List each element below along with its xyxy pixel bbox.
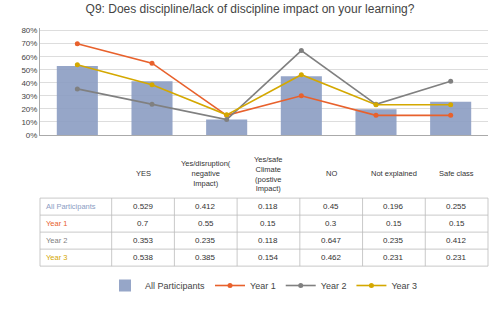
- svg-text:0.235: 0.235: [195, 236, 216, 245]
- svg-text:Yes/disruption(negativeImpact): Yes/disruption(negativeImpact): [181, 159, 231, 188]
- svg-text:0.15: 0.15: [449, 219, 465, 228]
- svg-text:0.118: 0.118: [258, 236, 278, 245]
- svg-text:30%: 30%: [21, 92, 37, 101]
- svg-text:0.154: 0.154: [258, 253, 279, 262]
- svg-text:0.45: 0.45: [323, 202, 339, 211]
- svg-text:0.55: 0.55: [198, 219, 214, 228]
- svg-text:0.647: 0.647: [321, 236, 342, 245]
- svg-text:Year 3: Year 3: [46, 253, 67, 262]
- svg-text:0.412: 0.412: [195, 202, 216, 211]
- svg-text:0.353: 0.353: [133, 236, 154, 245]
- svg-text:60%: 60%: [21, 52, 37, 61]
- svg-text:Year 2: Year 2: [46, 236, 67, 245]
- svg-text:70%: 70%: [21, 39, 37, 48]
- svg-text:Year 1: Year 1: [250, 281, 276, 291]
- svg-text:0.3: 0.3: [325, 219, 337, 228]
- svg-text:All Participants: All Participants: [145, 281, 205, 291]
- svg-text:50%: 50%: [21, 66, 37, 75]
- svg-text:0.255: 0.255: [446, 202, 467, 211]
- svg-text:0.231: 0.231: [383, 253, 404, 262]
- svg-text:10%: 10%: [21, 118, 37, 127]
- svg-text:80%: 80%: [21, 26, 37, 35]
- svg-text:YES: YES: [136, 169, 151, 178]
- svg-text:0.529: 0.529: [133, 202, 154, 211]
- svg-text:0.15: 0.15: [386, 219, 402, 228]
- svg-text:Safe class: Safe class: [439, 169, 474, 178]
- svg-text:0.15: 0.15: [260, 219, 276, 228]
- svg-text:0%: 0%: [26, 131, 38, 140]
- svg-text:40%: 40%: [21, 79, 37, 88]
- svg-text:0.196: 0.196: [383, 202, 404, 211]
- svg-text:All Participants: All Participants: [46, 202, 96, 211]
- svg-text:0.235: 0.235: [383, 236, 404, 245]
- svg-text:0.462: 0.462: [321, 253, 342, 262]
- svg-text:0.231: 0.231: [446, 253, 467, 262]
- svg-text:0.385: 0.385: [195, 253, 216, 262]
- svg-text:NO: NO: [326, 169, 337, 178]
- svg-text:Year 2: Year 2: [321, 281, 347, 291]
- svg-text:0.7: 0.7: [137, 219, 149, 228]
- svg-text:20%: 20%: [21, 105, 37, 114]
- svg-text:Yes/safeClimate(postiveImpact): Yes/safeClimate(postiveImpact): [254, 155, 283, 193]
- svg-text:Year 3: Year 3: [391, 281, 417, 291]
- svg-text:0.412: 0.412: [446, 236, 467, 245]
- svg-text:Not explained: Not explained: [371, 169, 417, 178]
- svg-text:0.118: 0.118: [258, 202, 278, 211]
- svg-text:Q9: Does discipline/lack of di: Q9: Does discipline/lack of discipline i…: [86, 2, 415, 16]
- svg-text:Year 1: Year 1: [46, 219, 67, 228]
- svg-text:0.538: 0.538: [133, 253, 154, 262]
